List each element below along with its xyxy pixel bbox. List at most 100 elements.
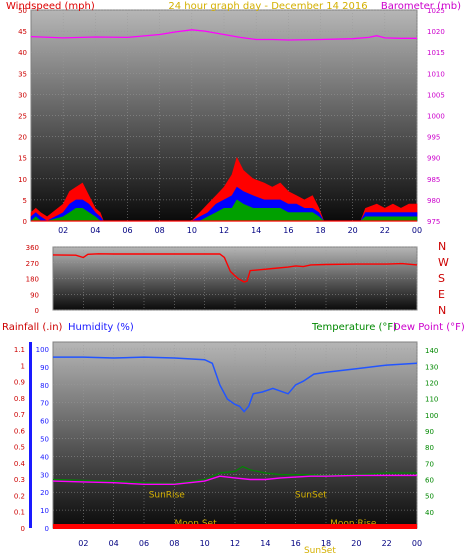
temperature-y-tick: 50 [425, 493, 434, 501]
bottom-x-tick: 20 [351, 539, 361, 548]
wind-x-tick: 22 [380, 226, 390, 235]
direction-y-tick: 270 [26, 260, 39, 268]
dir-label-s: S [438, 272, 445, 285]
barometer-y-tick: 1020 [427, 28, 445, 36]
humidity-y-tick: 10 [40, 507, 49, 515]
bottom-x-tick: 18 [321, 539, 331, 548]
humidity-y-tick: 100 [36, 346, 49, 354]
humidity-y-tick: 20 [40, 489, 49, 497]
humidity-y-tick: 70 [40, 400, 49, 408]
rainfall-y-tick: 0.8 [14, 395, 25, 403]
temperature-y-tick: 110 [425, 396, 438, 404]
wind-y-tick: 25 [18, 113, 27, 121]
rainfall-y-tick: 0.3 [14, 476, 25, 484]
humidity-series [53, 356, 418, 413]
windspeed-title: Windspeed (mph) [6, 1, 95, 12]
direction-y-tick: 180 [26, 276, 39, 284]
barometer-y-tick: 1000 [427, 113, 445, 121]
dir-label-e: E [438, 288, 445, 301]
direction-y-tick: 360 [26, 244, 39, 252]
bottom-x-tick: 06 [139, 539, 149, 548]
temperature-y-tick: 80 [425, 444, 434, 452]
temperature-y-tick: 130 [425, 363, 438, 371]
wind-y-tick: 35 [18, 70, 27, 78]
barometer-y-tick: 1025 [427, 7, 445, 15]
rainfall-y-tick: 0.5 [14, 444, 25, 452]
sun-moon-annotation: SunSet [304, 546, 336, 555]
graph-date-title: 24 hour graph day - December 14 2016 [168, 1, 367, 12]
bottom-x-tick: 04 [109, 539, 119, 548]
rainfall-axis-bar [29, 342, 32, 528]
wind-y-tick: 45 [18, 28, 27, 36]
barometer-y-tick: 1005 [427, 91, 445, 99]
bottom-x-tick: 22 [382, 539, 392, 548]
direction-y-tick: 0 [35, 307, 39, 315]
barometer-y-tick: 995 [427, 134, 440, 142]
temperature-y-tick: 60 [425, 476, 434, 484]
humidity-y-tick: 50 [40, 436, 49, 444]
wind-y-tick: 0 [23, 218, 27, 226]
wind-y-tick: 15 [18, 155, 27, 163]
rainfall-y-tick: 0.6 [14, 427, 26, 435]
temperature-y-tick: 70 [425, 460, 434, 468]
bottom-x-tick: 10 [200, 539, 210, 548]
temperature-y-tick: 140 [425, 347, 438, 355]
wind-y-tick: 10 [18, 176, 27, 184]
rainfall-y-tick: 0.4 [14, 460, 26, 468]
dir-label-n-bottom: N [438, 304, 446, 317]
dewpoint-series [52, 474, 417, 485]
temperature-y-tick: 40 [425, 509, 434, 517]
rainfall-y-tick: 0.7 [14, 411, 25, 419]
wind-speed-series [30, 186, 418, 222]
wind-x-tick: 06 [122, 226, 132, 235]
rainfall-title: Rainfall (.in) [2, 322, 63, 333]
humidity-y-tick: 0 [45, 525, 49, 533]
wind-y-tick: 40 [18, 49, 27, 57]
rainfall-y-tick: 0.9 [14, 379, 25, 387]
wind-y-tick: 50 [18, 7, 27, 15]
barometer-series [30, 29, 417, 41]
temperature-series [52, 465, 417, 485]
wind-y-tick: 30 [18, 91, 27, 99]
wind-x-tick: 08 [155, 226, 165, 235]
bottom-x-tick: 16 [291, 539, 301, 548]
barometer-y-tick: 975 [427, 218, 440, 226]
bottom-x-tick: 02 [78, 539, 88, 548]
bottom-x-tick: 00 [412, 539, 422, 548]
rainfall-y-tick: 0 [21, 525, 25, 533]
dir-label-w: W [438, 256, 449, 269]
temperature-y-tick: 120 [425, 379, 438, 387]
humidity-title: Humidity (%) [68, 322, 134, 333]
sun-moon-annotation: SunSet [295, 490, 327, 500]
wind-x-tick: 14 [251, 226, 261, 235]
humidity-y-tick: 60 [40, 418, 49, 426]
bottom-x-tick: 08 [169, 539, 179, 548]
direction-y-tick: 90 [30, 291, 39, 299]
barometer-y-tick: 990 [427, 155, 440, 163]
barometer-y-tick: 1010 [427, 70, 445, 78]
wind-x-tick: 00 [412, 226, 422, 235]
wind-x-tick: 18 [315, 226, 325, 235]
rainfall-y-tick: 1.1 [14, 346, 25, 354]
rainfall-y-tick: 1 [21, 362, 25, 370]
wind-y-tick: 5 [23, 197, 27, 205]
dewpoint-title: Dew Point (°F) [393, 322, 465, 333]
barometer-y-tick: 985 [427, 176, 440, 184]
wind-x-tick: 16 [283, 226, 293, 235]
barometer-title: Barometer (mb) [381, 1, 461, 12]
barometer-y-tick: 980 [427, 197, 440, 205]
rainfall-baseline [53, 524, 417, 528]
sun-moon-annotation: SunRise [149, 490, 186, 500]
wind-x-tick: 12 [219, 226, 229, 235]
rainfall-y-tick: 0.2 [14, 492, 25, 500]
temperature-title: Temperature (°F) [311, 322, 397, 333]
wind-average-series [30, 199, 418, 222]
wind-x-tick: 20 [348, 226, 358, 235]
bottom-x-tick: 12 [230, 539, 240, 548]
wind-x-tick: 04 [90, 226, 100, 235]
humidity-y-tick: 40 [40, 453, 49, 461]
wind-x-tick: 02 [58, 226, 68, 235]
dir-label-n-top: N [438, 240, 446, 253]
wind-x-tick: 10 [187, 226, 197, 235]
